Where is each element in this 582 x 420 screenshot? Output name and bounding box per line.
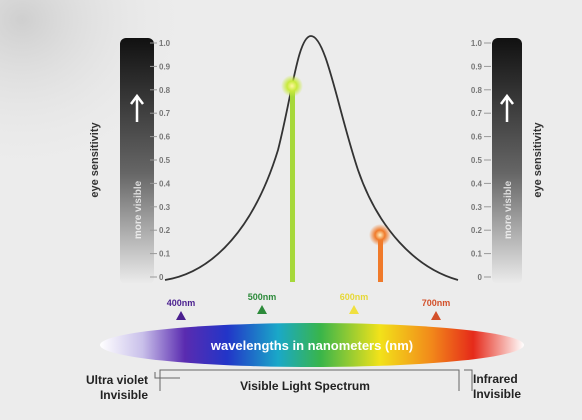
green-sensitivity-dot bbox=[281, 75, 303, 97]
uv-region-label: Ultra violet Invisible bbox=[74, 373, 148, 403]
ir-region-line1: Infrared bbox=[473, 372, 518, 386]
right-axis-tick-label: 1.0 bbox=[471, 39, 483, 48]
left-axis-tick-label: 0.7 bbox=[159, 109, 171, 118]
right-axis-tick-label: 0.3 bbox=[471, 203, 483, 212]
ir-region-label: Infrared Invisible bbox=[473, 372, 521, 402]
wavelength-markers: 400nm 500nm 600nm 700nm bbox=[167, 292, 451, 320]
right-sensitivity-axis: eye sensitivity more visible 1.0 0.9 0.8 0.… bbox=[471, 38, 544, 284]
left-axis-tick-label: 0.5 bbox=[159, 156, 171, 165]
left-sensitivity-axis: eye sensitivity more visible 1.0 0.9 0.8 0.… bbox=[89, 38, 171, 284]
right-axis-tick-label: 0.5 bbox=[471, 156, 483, 165]
left-up-arrow-icon bbox=[130, 93, 144, 122]
right-axis-tick-label: 0.1 bbox=[471, 250, 483, 259]
spectrum-bar-label: wavelengths in nanometers (nm) bbox=[210, 338, 413, 353]
region-brackets bbox=[154, 369, 473, 391]
marker-label-600: 600nm bbox=[340, 292, 369, 302]
left-axis-tick-label: 0.3 bbox=[159, 203, 171, 212]
uv-region-line1: Ultra violet bbox=[85, 373, 148, 387]
right-more-visible-label: more visible bbox=[503, 180, 514, 239]
orange-sensitivity-line bbox=[378, 235, 383, 282]
left-more-visible-label: more visible bbox=[133, 180, 144, 239]
spectrum-bar bbox=[100, 323, 524, 367]
right-axis-tick-label: 0.2 bbox=[471, 226, 483, 235]
marker-label-400: 400nm bbox=[167, 298, 196, 308]
left-axis-tick-label: 0.2 bbox=[159, 226, 171, 235]
left-gradient-bar bbox=[120, 38, 154, 284]
right-axis-tick-label: 0.6 bbox=[471, 133, 483, 142]
right-axis-tick-label: 0.9 bbox=[471, 62, 483, 71]
uv-region-line2: Invisible bbox=[99, 388, 148, 402]
visible-region-label: Visible Light Spectrum bbox=[240, 379, 370, 393]
marker-triangle-700 bbox=[431, 311, 441, 320]
right-axis-tick-label: 0.7 bbox=[471, 109, 483, 118]
uv-bracket bbox=[154, 372, 180, 379]
marker-triangle-400 bbox=[176, 311, 186, 320]
left-axis-label: eye sensitivity bbox=[89, 122, 101, 198]
left-axis-tick-label: 1.0 bbox=[159, 39, 171, 48]
left-axis-tick-label: 0.1 bbox=[159, 250, 171, 259]
right-gradient-bar bbox=[492, 38, 522, 284]
left-axis-tick-label: 0.9 bbox=[159, 62, 171, 71]
visible-bracket bbox=[159, 369, 460, 391]
left-axis-tick-label: 0 bbox=[159, 273, 164, 282]
left-axis-tick-label: 0.6 bbox=[159, 133, 171, 142]
left-axis-tick-label: 0.4 bbox=[159, 179, 171, 188]
right-axis-tick-label: 0.4 bbox=[471, 179, 483, 188]
marker-triangle-500 bbox=[257, 305, 267, 314]
ir-bracket bbox=[464, 369, 473, 391]
marker-label-700: 700nm bbox=[422, 298, 451, 308]
orange-sensitivity-dot bbox=[369, 224, 391, 246]
right-axis-tick-label: 0.8 bbox=[471, 86, 483, 95]
green-sensitivity-line bbox=[290, 86, 295, 282]
right-axis-label: eye sensitivity bbox=[532, 122, 544, 198]
right-up-arrow-icon bbox=[500, 93, 514, 122]
ir-region-line2: Invisible bbox=[473, 387, 522, 401]
left-axis-tick-label: 0.8 bbox=[159, 86, 171, 95]
marker-label-500: 500nm bbox=[248, 292, 277, 302]
sensitivity-curve bbox=[164, 35, 459, 281]
marker-triangle-600 bbox=[349, 305, 359, 314]
right-axis-tick-label: 0 bbox=[478, 273, 483, 282]
